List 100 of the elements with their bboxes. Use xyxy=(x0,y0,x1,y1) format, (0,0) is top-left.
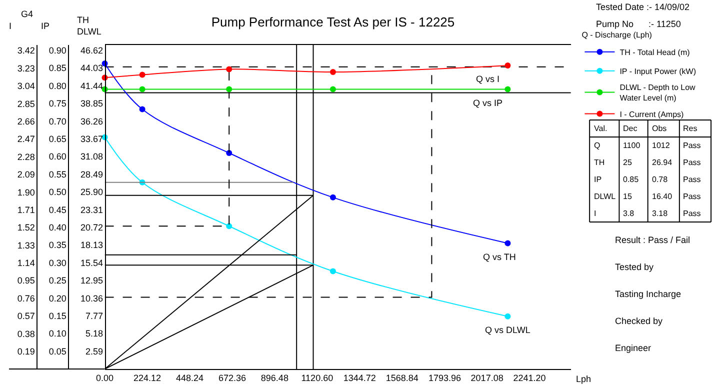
y-tick-label: 33.67 xyxy=(80,134,103,144)
legend-label: IP - Input Power (kW) xyxy=(620,67,696,76)
y3-tick-label: 0.95 xyxy=(17,276,35,286)
y2-tick-label: 0.25 xyxy=(48,276,66,286)
y-tick-label: 2.59 xyxy=(85,346,103,356)
x-tick-label: 448.24 xyxy=(176,372,204,383)
text: Checked by xyxy=(615,316,664,326)
y2-tick-label: 0.60 xyxy=(48,152,66,162)
y2-tick-label: 0.45 xyxy=(48,204,66,215)
y-tick-label: 10.36 xyxy=(80,293,103,304)
annotation: Q vs IP xyxy=(473,98,503,108)
y2-tick-label: 0.75 xyxy=(48,98,66,109)
y2-tick-label: 0.15 xyxy=(48,311,66,322)
text: 3.8 xyxy=(623,209,635,218)
text: TH xyxy=(594,158,605,167)
y3-tick-label: 0.57 xyxy=(17,311,35,322)
text: Result : Pass / Fail xyxy=(615,235,690,245)
y3-tick-label: 1.90 xyxy=(17,187,35,198)
y3-tick-label: 2.28 xyxy=(17,152,35,162)
y3-tick-label: 3.04 xyxy=(17,81,35,92)
text: 25 xyxy=(623,158,632,167)
x-axis-title: Lph xyxy=(576,374,592,384)
y3-tick-label: 3.42 xyxy=(17,46,35,56)
x-tick-label: 1120.60 xyxy=(301,372,334,383)
text: 16.40 xyxy=(652,192,673,201)
legend-label: I - Current (Amps) xyxy=(620,110,684,119)
y2-tick-label: 0.05 xyxy=(48,346,66,356)
text: G4 xyxy=(21,9,34,19)
x-tick-label: 2241.20 xyxy=(513,372,546,383)
y2-tick-label: 0.80 xyxy=(48,80,66,91)
y-tick-label: 38.85 xyxy=(80,98,103,109)
y-tick-label: 46.62 xyxy=(80,45,103,56)
y3-tick-label: 1.71 xyxy=(17,204,35,215)
y-tick-label: 12.95 xyxy=(80,276,103,286)
x-tick-label: 1344.72 xyxy=(343,372,376,383)
y2-tick-label: 0.65 xyxy=(48,134,66,144)
y-tick-label: 41.44 xyxy=(80,80,103,91)
y3-tick-label: 3.23 xyxy=(17,63,35,74)
legend-label: DLWL - Depth to Low Water Level (m) xyxy=(620,83,696,103)
y-tick-label: 25.90 xyxy=(80,187,103,198)
text: Res xyxy=(683,124,698,133)
legend-title: Q - Discharge (Lph) xyxy=(582,30,652,40)
y-tick-label: 23.31 xyxy=(80,204,103,215)
text: Obs xyxy=(652,124,667,133)
y-tick-label: 44.03 xyxy=(80,63,103,74)
annotation: Q vs I xyxy=(476,74,500,84)
y3-tick-label: 1.52 xyxy=(17,222,35,233)
y2-tick-label: 0.20 xyxy=(48,293,66,304)
y-tick-label: 20.72 xyxy=(80,222,103,233)
y3-tick-label: 1.33 xyxy=(17,240,35,250)
x-tick-label: 224.12 xyxy=(133,372,162,383)
text: Pass xyxy=(683,158,701,167)
y3-tick-label: 0.19 xyxy=(17,346,35,356)
y-tick-label: 36.26 xyxy=(80,116,103,126)
y2-tick-label: 0.10 xyxy=(48,328,66,339)
text: Dec xyxy=(623,124,638,133)
text: Engineer xyxy=(615,343,652,353)
y2-tick-label: 0.55 xyxy=(48,169,66,180)
text: Tested by xyxy=(615,262,654,272)
y-axis-title: TH DLWL xyxy=(77,15,102,37)
y3-tick-label: 2.09 xyxy=(17,170,35,180)
text: Pass xyxy=(683,175,701,184)
y-tick-label: 5.18 xyxy=(85,328,103,339)
y3-tick-label: 2.66 xyxy=(17,116,35,126)
y2-tick-label: 0.30 xyxy=(48,258,66,268)
text: 26.94 xyxy=(652,158,673,167)
y3-tick-label: 0.38 xyxy=(17,328,35,339)
y2-axis-title: IP xyxy=(41,21,50,31)
text: Pass xyxy=(683,209,701,218)
annotation: Q vs TH xyxy=(483,252,516,262)
text: 1012 xyxy=(652,141,670,150)
text: 15 xyxy=(623,192,632,201)
x-tick-label: 896.48 xyxy=(260,372,288,383)
y3-tick-label: 2.85 xyxy=(17,98,35,109)
text: Pass xyxy=(683,192,701,201)
text: 0.85 xyxy=(623,175,640,184)
y2-tick-label: 0.85 xyxy=(48,63,66,74)
y-tick-label: 15.54 xyxy=(80,258,103,268)
x-tick-label: 0.00 xyxy=(96,372,114,383)
text: 0.78 xyxy=(652,175,668,184)
y2-tick-label: 0.90 xyxy=(48,45,66,56)
annotation: Q vs DLWL xyxy=(485,325,530,335)
y2-tick-label: 0.35 xyxy=(48,240,66,250)
y2-tick-label: 0.40 xyxy=(48,222,66,233)
y3-tick-label: 1.14 xyxy=(17,258,35,268)
x-tick-label: 1568.84 xyxy=(386,372,418,383)
y3-tick-label: 2.47 xyxy=(17,134,35,144)
x-tick-label: 2017.08 xyxy=(470,372,504,383)
y-tick-label: 18.13 xyxy=(80,240,103,250)
x-tick-label: 672.36 xyxy=(218,372,246,383)
y2-tick-label: 0.50 xyxy=(48,187,66,198)
text: IP xyxy=(594,175,602,184)
chart-title: Pump Performance Test As per IS - 12225 xyxy=(211,14,455,30)
y-tick-label: 7.77 xyxy=(85,311,103,322)
y2-tick-label: 0.70 xyxy=(48,116,66,126)
legend-label: TH - Total Head (m) xyxy=(620,48,690,58)
text: Tasting Incharge xyxy=(615,289,682,299)
text: Val. xyxy=(594,124,608,133)
text: 3.18 xyxy=(652,209,668,218)
x-tick-label: 1793.96 xyxy=(428,372,462,383)
